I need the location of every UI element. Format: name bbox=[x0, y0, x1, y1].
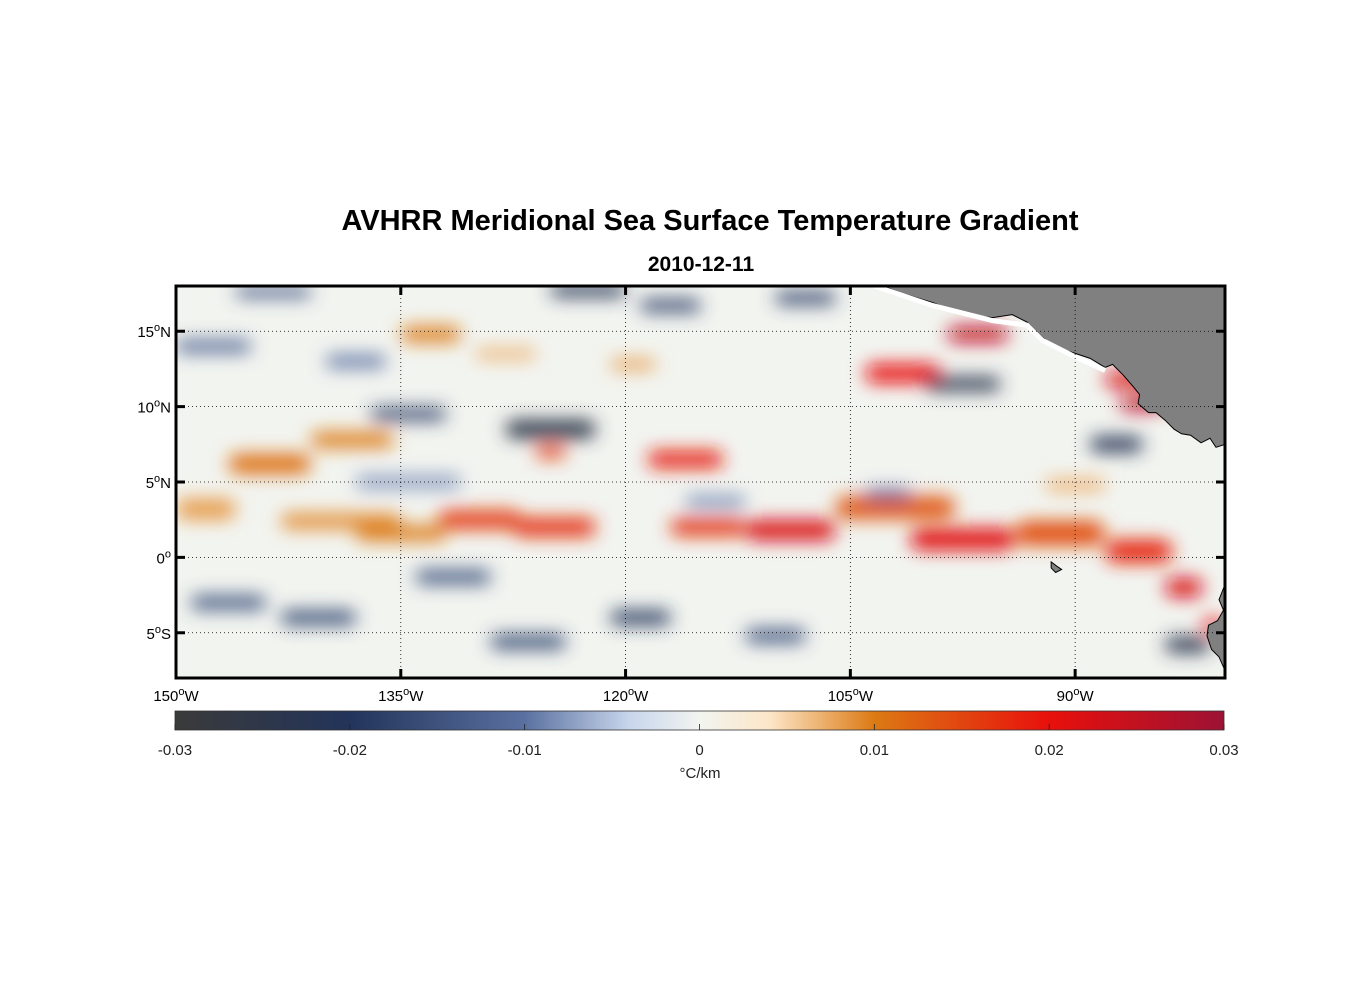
negative-gradient-band bbox=[280, 610, 356, 625]
negative-gradient-band bbox=[415, 570, 491, 584]
longitude-label: 90oW bbox=[1057, 686, 1095, 705]
central-america-land bbox=[881, 286, 1225, 448]
positive-gradient-band bbox=[438, 510, 521, 529]
land-areas bbox=[873, 286, 1225, 678]
positive-gradient-band bbox=[513, 518, 596, 537]
negative-gradient-band bbox=[550, 286, 626, 297]
colorbar-tick-label: 0.03 bbox=[1209, 742, 1238, 759]
positive-gradient-band bbox=[1105, 540, 1173, 563]
positive-gradient-band bbox=[176, 498, 236, 520]
longitude-labels: 150oW 135oW 120oW 105oW 90oW bbox=[153, 686, 1094, 705]
latitude-label: 5oS bbox=[147, 624, 171, 643]
longitude-label: 120oW bbox=[603, 686, 649, 705]
colorbar-tick-label: 0.02 bbox=[1035, 742, 1064, 759]
negative-gradient-band bbox=[775, 292, 836, 305]
negative-gradient-band bbox=[1090, 436, 1143, 452]
positive-gradient-band bbox=[1015, 521, 1106, 546]
latitude-label: 0o bbox=[157, 548, 171, 567]
positive-gradient-band bbox=[670, 518, 746, 536]
south-america-land bbox=[1206, 584, 1225, 678]
longitude-label: 135oW bbox=[378, 686, 424, 705]
positive-gradient-band bbox=[475, 348, 536, 360]
positive-gradient-band bbox=[835, 496, 956, 519]
positive-gradient-band bbox=[610, 359, 656, 370]
colorbar-tick-label: 0.01 bbox=[860, 742, 889, 759]
positive-gradient-band bbox=[1045, 478, 1106, 492]
negative-gradient-band bbox=[865, 488, 911, 500]
negative-gradient-band bbox=[325, 355, 386, 368]
negative-gradient-band bbox=[235, 286, 311, 298]
colorbar-tick-label: -0.03 bbox=[158, 742, 192, 759]
positive-gradient-band bbox=[228, 454, 311, 474]
negative-gradient-band bbox=[505, 420, 596, 439]
negative-gradient-band bbox=[190, 595, 266, 610]
positive-gradient-band bbox=[648, 451, 723, 468]
longitude-label: 150oW bbox=[153, 686, 199, 705]
galapagos-land bbox=[1050, 560, 1063, 574]
map-subtitle: 2010-12-11 bbox=[647, 253, 755, 276]
positive-gradient-band bbox=[355, 525, 446, 541]
positive-gradient-band bbox=[1165, 578, 1203, 597]
coastal-mask bbox=[873, 286, 1107, 373]
negative-gradient-band bbox=[685, 496, 746, 507]
map-tick-marks bbox=[174, 286, 1225, 678]
latitude-labels: 15oN 10oN 5oN 0o 5oS bbox=[137, 322, 171, 643]
latitude-label: 10oN bbox=[137, 398, 171, 417]
latitude-label: 5oN bbox=[146, 473, 171, 492]
negative-gradient-band bbox=[370, 408, 446, 421]
negative-gradient-band bbox=[176, 340, 251, 353]
colorbar-ticks: -0.03 -0.02 -0.01 0 0.01 0.02 0.03 bbox=[158, 724, 1239, 759]
negative-gradient-band bbox=[745, 629, 806, 643]
positive-gradient-band bbox=[947, 326, 1008, 342]
colorbar-tick-label: -0.02 bbox=[333, 742, 367, 759]
positive-gradient-band bbox=[910, 528, 1016, 550]
negative-gradient-band bbox=[490, 635, 566, 649]
positive-gradient-band bbox=[280, 513, 401, 529]
negative-gradient-band bbox=[640, 299, 701, 312]
positive-gradient-band bbox=[865, 364, 941, 383]
gradient-field bbox=[176, 286, 1225, 653]
positive-gradient-band bbox=[535, 445, 566, 458]
negative-gradient-band bbox=[925, 377, 1001, 391]
colorbar-tick-label: 0 bbox=[695, 742, 703, 759]
map-gridlines bbox=[176, 286, 1225, 678]
longitude-label: 105oW bbox=[828, 686, 874, 705]
map-title: AVHRR Meridional Sea Surface Temperature… bbox=[341, 205, 1079, 237]
colorbar-units: °C/km bbox=[680, 765, 721, 782]
negative-gradient-band bbox=[1165, 637, 1211, 653]
map-plot-area bbox=[176, 286, 1225, 678]
positive-gradient-band bbox=[310, 432, 394, 448]
positive-gradient-band bbox=[400, 326, 461, 342]
latitude-label: 15oN bbox=[137, 322, 171, 341]
colorbar-tick-label: -0.01 bbox=[508, 742, 542, 759]
positive-gradient-band bbox=[745, 520, 836, 541]
colorbar: -0.03 -0.02 -0.01 0 0.01 0.02 0.03 °C/km bbox=[158, 710, 1239, 782]
negative-gradient-band bbox=[610, 610, 671, 625]
